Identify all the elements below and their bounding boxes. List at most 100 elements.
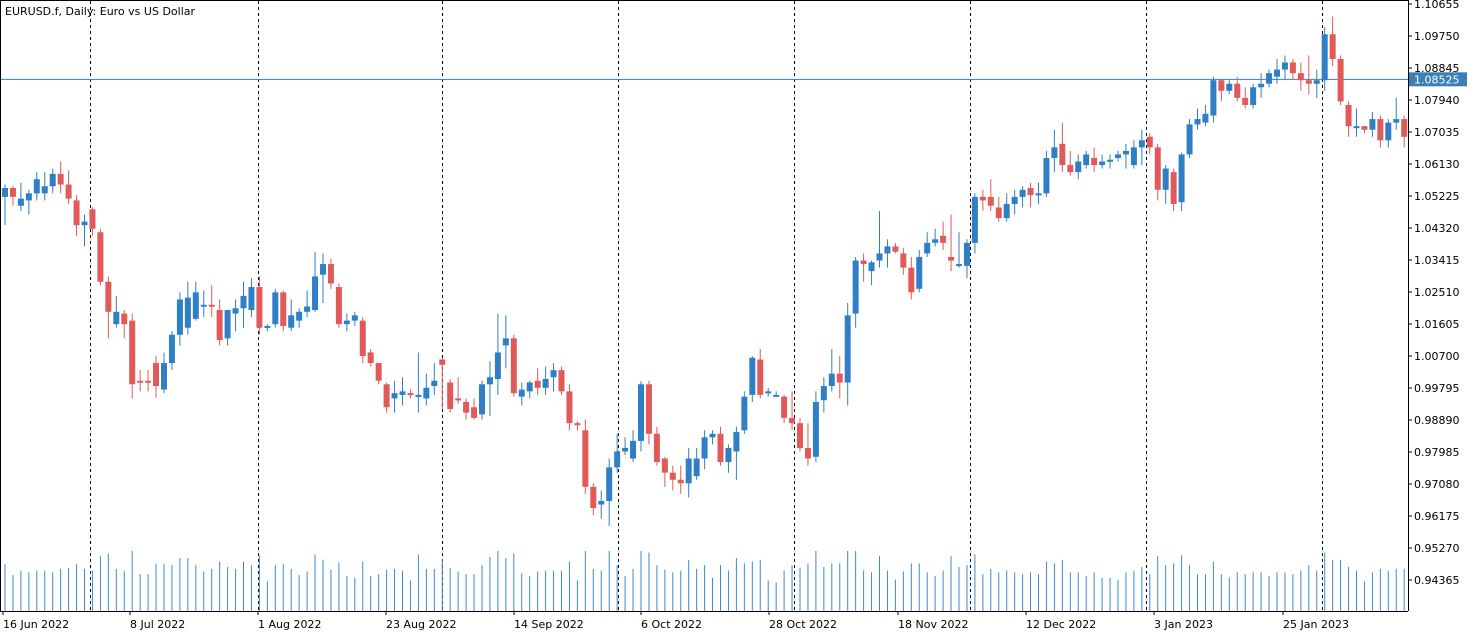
candle	[113, 295, 120, 328]
candle-body	[343, 320, 350, 325]
candle-body	[296, 311, 303, 321]
candle	[1035, 182, 1042, 204]
candle-body	[224, 310, 231, 339]
y-tick-label: 1.02510	[1414, 286, 1460, 299]
candle-body	[1297, 73, 1304, 81]
candle-body	[1107, 159, 1114, 162]
candle-body	[733, 432, 740, 452]
candle-body	[1274, 69, 1280, 77]
candle-body	[1401, 119, 1408, 137]
candle	[582, 419, 589, 494]
candle	[1178, 152, 1185, 212]
candle	[1377, 115, 1384, 148]
candle-body	[765, 391, 772, 394]
x-tick-label: 12 Dec 2022	[1026, 618, 1096, 631]
candle-body	[590, 486, 597, 509]
candle	[49, 168, 56, 194]
candle	[733, 426, 740, 480]
candle	[749, 356, 756, 402]
candle	[1345, 101, 1352, 137]
candle-body	[391, 393, 398, 399]
candle-body	[653, 433, 660, 463]
candle	[812, 391, 819, 463]
candle	[1075, 154, 1082, 180]
candle-body	[1075, 161, 1082, 173]
candle-body	[709, 433, 716, 438]
candle-body	[900, 253, 907, 268]
candle-body	[9, 188, 16, 197]
candle	[1393, 97, 1400, 130]
candle-body	[876, 253, 883, 261]
candle	[1059, 122, 1066, 173]
candle-body	[844, 315, 851, 383]
candle-body	[1377, 119, 1384, 141]
candle	[534, 368, 541, 395]
candle-body	[987, 196, 994, 206]
candle	[216, 299, 223, 346]
candle-body	[1083, 154, 1090, 166]
candle	[932, 228, 939, 247]
candle-body	[351, 315, 358, 321]
y-tick-label: 1.01605	[1414, 318, 1460, 331]
candle	[1321, 27, 1328, 91]
candle	[121, 310, 128, 339]
y-tick-label: 1.04320	[1414, 222, 1460, 235]
candle	[741, 391, 748, 434]
candle	[971, 193, 978, 254]
candle	[709, 430, 716, 445]
candle-body	[932, 239, 939, 243]
candle	[797, 417, 803, 452]
candle	[542, 366, 549, 395]
candle	[407, 389, 414, 399]
candle	[1401, 115, 1408, 148]
candle	[1162, 165, 1169, 204]
candle-body	[1202, 113, 1209, 123]
candle-body	[17, 198, 24, 206]
chart-title: EURUSD.f, Daily: Euro vs US Dollar	[5, 5, 195, 18]
candle-body	[304, 306, 311, 312]
candle	[1289, 58, 1296, 81]
candle	[995, 196, 1002, 222]
candle-body	[320, 264, 326, 275]
candle-body	[200, 304, 207, 307]
candle	[526, 380, 533, 399]
candle	[431, 363, 438, 395]
candle-body	[423, 387, 430, 399]
candle-body	[1242, 97, 1249, 105]
candle-body	[995, 207, 1002, 219]
candle	[1329, 16, 1336, 67]
candle-body	[168, 334, 175, 364]
candle	[693, 447, 700, 480]
candle-body	[447, 382, 454, 410]
candle-body	[137, 380, 144, 383]
candle-body	[184, 297, 191, 328]
y-tick-label: 1.07940	[1414, 94, 1460, 107]
candle	[1361, 126, 1368, 134]
candle	[677, 465, 684, 494]
candle-body	[940, 235, 947, 243]
candle	[383, 382, 390, 413]
candle	[200, 290, 207, 318]
candle-body	[89, 209, 96, 229]
candle-body	[860, 260, 867, 265]
candle-body	[1091, 157, 1098, 166]
candle	[1115, 150, 1121, 162]
candle	[176, 292, 183, 346]
candle-body	[216, 310, 223, 341]
candle	[1258, 73, 1265, 98]
y-tick-label: 1.00700	[1414, 350, 1460, 363]
current-price-tag: 1.08525	[1409, 72, 1467, 87]
candle-body	[367, 352, 374, 364]
candle	[884, 239, 891, 268]
candle	[852, 256, 859, 328]
candle-body	[1281, 62, 1288, 70]
candle-body	[550, 370, 557, 378]
candle-body	[1337, 58, 1344, 102]
candle	[868, 260, 875, 286]
candle-body	[121, 313, 128, 325]
candle-body	[717, 433, 724, 463]
candle	[622, 437, 629, 456]
candle-body	[749, 357, 756, 395]
candle-body	[510, 338, 517, 394]
candle-body	[161, 363, 167, 390]
